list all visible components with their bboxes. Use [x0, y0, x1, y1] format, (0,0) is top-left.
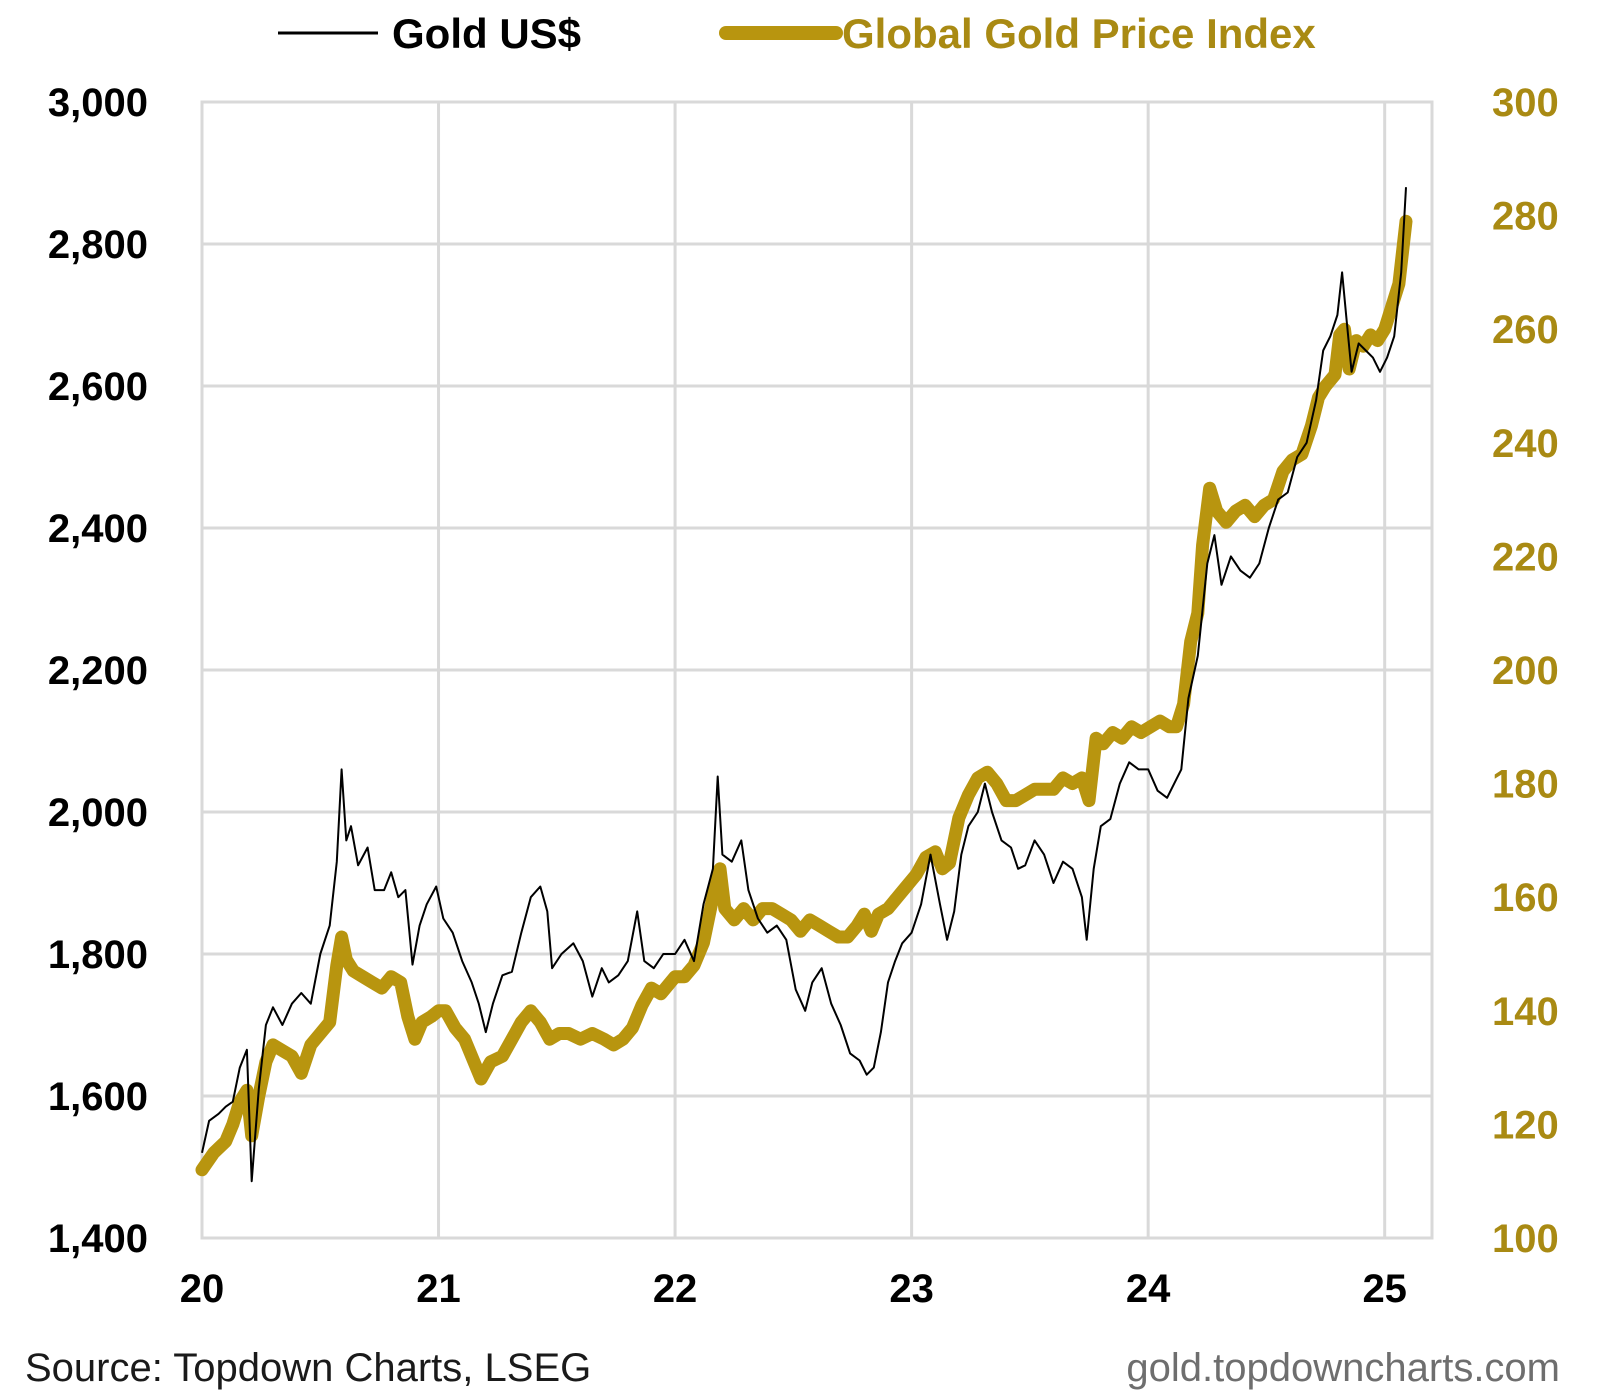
legend: Gold US$ Global Gold Price Index: [278, 10, 1316, 57]
x-tick-label: 24: [1126, 1267, 1171, 1311]
right-tick-label: 280: [1492, 195, 1559, 239]
right-tick-label: 160: [1492, 876, 1559, 920]
x-tick-label: 23: [889, 1267, 934, 1311]
series-global-gold-price-index: [195, 214, 1413, 1177]
x-tick-label: 21: [416, 1267, 461, 1311]
right-tick-label: 200: [1492, 649, 1559, 693]
plot-border: [200, 100, 1434, 1240]
right-tick-label: 300: [1492, 81, 1559, 125]
right-tick-label: 140: [1492, 990, 1559, 1034]
x-tick-label: 22: [653, 1267, 698, 1311]
right-tick-label: 120: [1492, 1103, 1559, 1147]
x-tick-label: 25: [1362, 1267, 1407, 1311]
gridlines: [200, 100, 1434, 1240]
series-gold-usd: [201, 187, 1407, 1183]
right-tick-label: 180: [1492, 763, 1559, 807]
legend-gold-usd-label: Gold US$: [392, 10, 581, 57]
left-tick-label: 1,600: [48, 1075, 148, 1119]
x-axis-ticks: 20 21 22 23 24 25: [180, 1267, 1407, 1311]
plot-area: 1,400 1,600 1,800 2,000 2,200 2,400 2,600 2,800…: [48, 81, 1559, 1311]
left-axis-ticks: 1,400 1,600 1,800 2,000 2,200 2,400 2,600 2,800…: [48, 81, 148, 1261]
left-tick-label: 2,400: [48, 507, 148, 551]
left-tick-label: 2,200: [48, 649, 148, 693]
left-tick-label: 1,800: [48, 933, 148, 977]
x-tick-label: 20: [180, 1267, 225, 1311]
left-tick-label: 1,400: [48, 1217, 148, 1261]
right-tick-label: 220: [1492, 535, 1559, 579]
left-tick-label: 2,600: [48, 365, 148, 409]
left-tick-label: 2,800: [48, 223, 148, 267]
site-url: gold.topdowncharts.com: [1126, 1346, 1560, 1390]
left-tick-label: 3,000: [48, 81, 148, 125]
right-tick-label: 100: [1492, 1217, 1559, 1261]
source-note: Source: Topdown Charts, LSEG: [25, 1346, 592, 1390]
right-tick-label: 260: [1492, 308, 1559, 352]
right-axis-ticks: 100 120 140 160 180 200 220 240 260 280 300: [1492, 81, 1559, 1261]
left-tick-label: 2,000: [48, 791, 148, 835]
legend-global-index-label: Global Gold Price Index: [842, 10, 1316, 57]
series-lines: [195, 187, 1413, 1183]
right-tick-label: 240: [1492, 422, 1559, 466]
